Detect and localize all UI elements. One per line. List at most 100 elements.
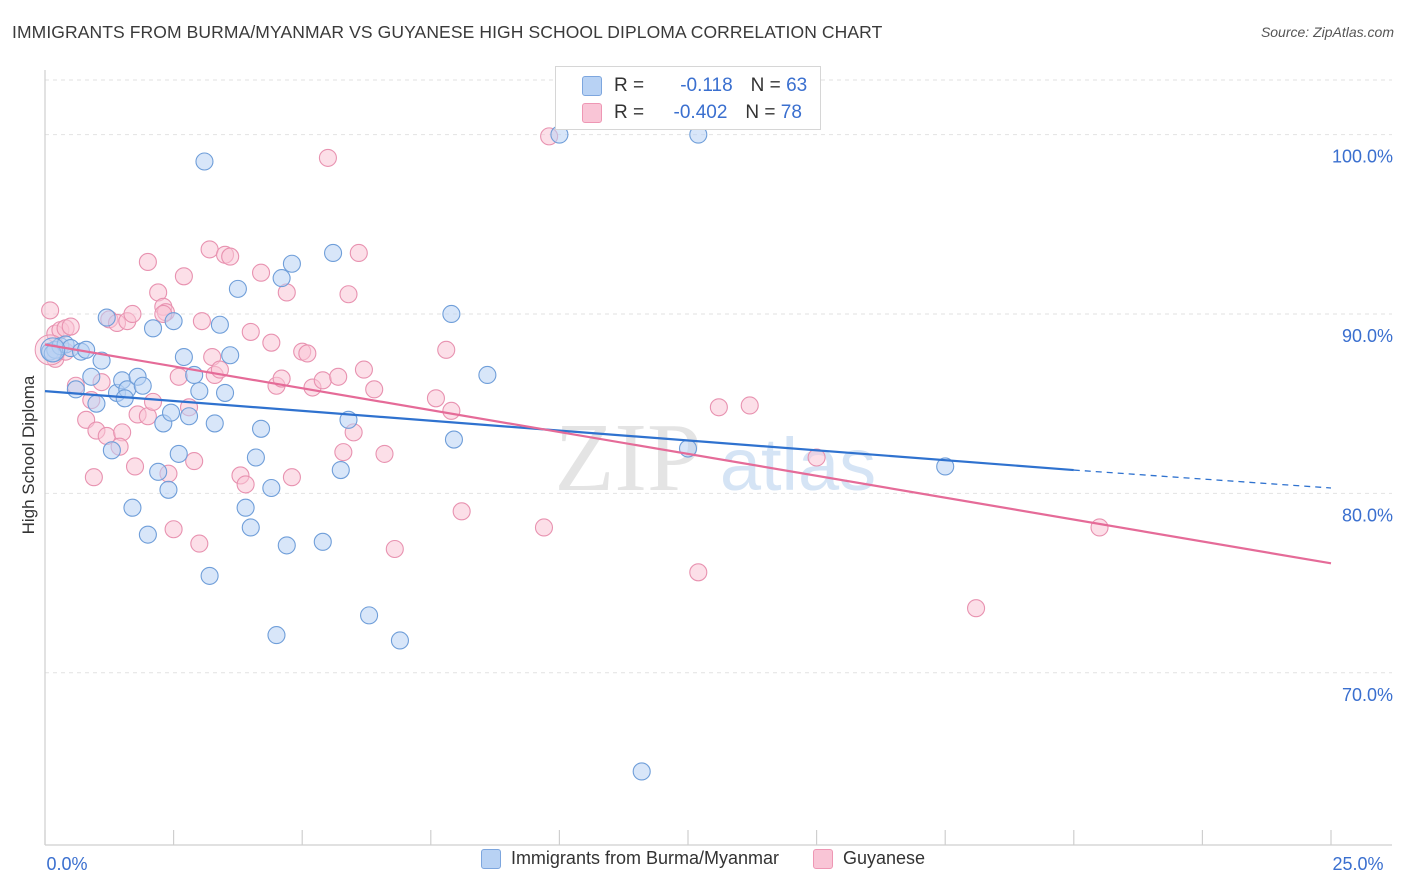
guyanese-point-66: [452, 502, 471, 521]
burma-point-23: [159, 480, 178, 499]
burma-point-16: [123, 498, 142, 517]
y-tick-label-1: 90.0%: [1342, 326, 1393, 346]
guyanese-point-74: [1090, 518, 1109, 537]
guyanese-point-18: [125, 457, 145, 476]
guyanese-point-72: [807, 448, 826, 467]
guyanese-point-0: [41, 301, 60, 320]
burma-point-9: [87, 394, 106, 413]
pink-swatch: [582, 103, 602, 123]
axes: [44, 70, 1392, 846]
y-tick-label-2: 80.0%: [1342, 505, 1393, 525]
guyanese-point-53: [318, 148, 337, 167]
source-label: Source: ZipAtlas.com: [1260, 24, 1394, 40]
guyanese-point-77: [84, 468, 103, 487]
legend-label-burma: Immigrants from Burma/Myanmar: [510, 848, 779, 868]
burma-point-50: [360, 606, 379, 625]
burma-point-35: [221, 346, 240, 365]
burma-points: [40, 125, 955, 781]
watermark-atlas: atlas: [720, 423, 876, 506]
guyanese-point-56: [339, 285, 358, 304]
guyanese-point-61: [375, 444, 394, 463]
guyanese-point-41: [236, 475, 255, 494]
burma-point-49: [331, 461, 350, 480]
guyanese-point-29: [174, 267, 193, 286]
burma-point-10: [92, 351, 111, 370]
guyanese-point-17: [123, 304, 142, 324]
blue-n-value: 63: [786, 75, 808, 96]
stats-row-blue: R = -0.118 N = 63: [582, 75, 807, 97]
burma-point-40: [251, 419, 271, 438]
burma-point-26: [174, 347, 193, 367]
legend-swatch-guyanese: [813, 848, 833, 869]
burma-point-41: [262, 478, 281, 498]
burma-point-39: [246, 448, 265, 467]
guyanese-point-59: [354, 360, 373, 379]
pink-n-label: N =: [745, 102, 776, 123]
burma-point-20: [143, 319, 163, 338]
burma-point-11: [97, 308, 116, 327]
guyanese-point-34: [200, 240, 219, 259]
burma-point-44: [282, 254, 301, 273]
guyanese-point-58: [349, 243, 368, 263]
burma-point-36: [228, 279, 247, 298]
guyanese-point-22: [138, 252, 157, 272]
burma-point-12: [102, 441, 121, 460]
y-axis-label: High School Diploma: [19, 375, 38, 534]
guyanese-point-60: [365, 380, 384, 399]
guyanese-point-31: [185, 452, 204, 471]
grid-lines: [45, 79, 1392, 674]
burma-point-31: [200, 566, 219, 585]
burma-point-38: [241, 518, 260, 537]
burma-point-32: [205, 414, 224, 433]
guyanese-point-32: [190, 534, 209, 553]
chart-title: IMMIGRANTS FROM BURMA/MYANMAR VS GUYANES…: [12, 22, 883, 42]
stats-legend: R = -0.118 N = 63 R = -0.402 N = 78: [555, 66, 821, 130]
legend-item-guyanese[interactable]: Guyanese: [813, 848, 925, 869]
burma-point-47: [313, 532, 332, 551]
pink-r-label: R =: [614, 102, 645, 123]
guyanese-point-73: [967, 599, 986, 618]
burma-point-24: [164, 312, 183, 331]
burma-trendline: [44, 390, 1074, 472]
pink-r-value: -0.402: [673, 102, 728, 123]
guyanese-point-28: [169, 367, 188, 386]
burma-point-34: [215, 383, 235, 402]
guyanese-point-43: [251, 263, 271, 282]
guyanese-point-55: [334, 443, 353, 462]
guyanese-point-70: [709, 398, 728, 417]
burma-point-42: [272, 269, 291, 288]
tick-labels: 100.0% 90.0% 80.0% 70.0% 0.0% 25.0%: [46, 147, 1393, 874]
x-tick-label-0: 0.0%: [46, 854, 87, 874]
burma-point-59: [936, 457, 955, 476]
burma-point-25: [169, 444, 188, 463]
burma-point-cluster: [40, 337, 66, 363]
guyanese-point-54: [329, 367, 348, 386]
burma-point-30: [195, 152, 214, 171]
guyanese-point-62: [385, 539, 404, 559]
burma-point-27: [179, 407, 199, 426]
burma-point-21: [149, 462, 168, 481]
burma-point-43: [277, 536, 296, 555]
burma-point-46: [324, 243, 343, 263]
burma-point-19: [138, 525, 157, 544]
burma-point-54: [478, 365, 497, 385]
trend-lines: [44, 343, 1332, 565]
burma-point-18: [133, 376, 152, 395]
blue-swatch: [582, 76, 602, 96]
guyanese-trendline: [44, 343, 1332, 565]
stats-row-pink: R = -0.402 N = 78: [582, 102, 802, 124]
guyanese-points: [34, 127, 1109, 618]
burma-point-37: [236, 498, 255, 517]
guyanese-point-67: [534, 518, 554, 537]
guyanese-point-48: [282, 468, 301, 487]
guyanese-point-65: [442, 401, 461, 420]
guyanese-point-52: [313, 371, 332, 390]
blue-r-label: R =: [614, 75, 645, 96]
burma-point-8: [82, 367, 101, 386]
guyanese-point-42: [241, 322, 260, 341]
burma-point-45: [267, 626, 286, 645]
legend-item-burma[interactable]: Immigrants from Burma/Myanmar: [480, 848, 779, 869]
guyanese-point-63: [426, 389, 445, 408]
bottom-legend: Immigrants from Burma/Myanmar Guyanese: [0, 848, 1406, 869]
burma-trendline-extension: [1073, 469, 1332, 489]
